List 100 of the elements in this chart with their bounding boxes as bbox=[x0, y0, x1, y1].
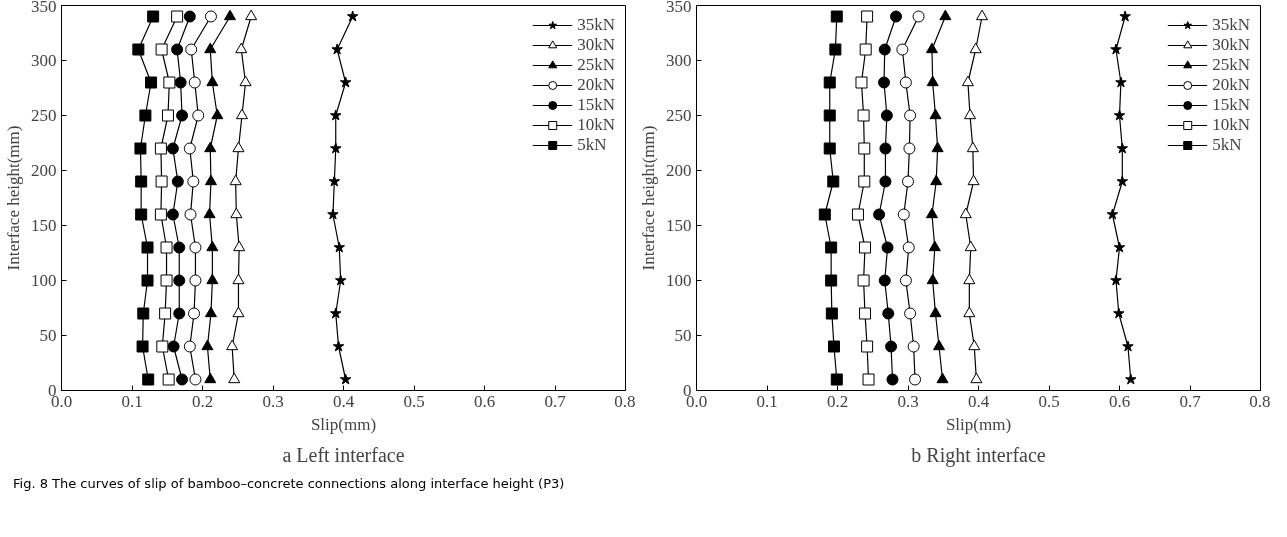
legend-label: 20kN bbox=[1212, 75, 1250, 95]
point bbox=[176, 109, 189, 122]
point bbox=[896, 43, 909, 56]
caption: Fig. 8 The curves of slip of bamboo–concrete connections along interface height (P3) bbox=[13, 475, 565, 493]
point bbox=[939, 9, 952, 21]
point bbox=[173, 307, 186, 320]
point bbox=[330, 142, 342, 154]
point bbox=[203, 207, 216, 219]
point bbox=[926, 75, 939, 87]
legend-label: 35kN bbox=[577, 15, 615, 35]
point bbox=[206, 240, 219, 252]
point bbox=[173, 274, 186, 287]
point bbox=[861, 10, 874, 23]
point bbox=[230, 207, 243, 219]
point bbox=[204, 10, 217, 23]
point bbox=[823, 142, 836, 155]
point bbox=[861, 340, 874, 353]
point bbox=[930, 174, 943, 186]
point bbox=[327, 208, 339, 220]
point bbox=[132, 43, 145, 56]
point bbox=[823, 76, 836, 89]
point bbox=[858, 142, 871, 155]
point bbox=[858, 307, 871, 320]
point bbox=[933, 339, 946, 351]
point bbox=[823, 109, 836, 122]
point bbox=[185, 43, 198, 56]
x-tick-label: 0.1 bbox=[756, 391, 778, 411]
point bbox=[1115, 76, 1127, 88]
point bbox=[160, 241, 173, 254]
point bbox=[857, 274, 870, 287]
point bbox=[878, 274, 891, 287]
point bbox=[346, 10, 359, 22]
point bbox=[902, 175, 914, 188]
legend-label: 25kN bbox=[1212, 55, 1250, 75]
x-tick-label: 0.5 bbox=[1038, 391, 1060, 411]
point bbox=[192, 109, 205, 122]
point bbox=[155, 43, 168, 56]
point bbox=[232, 141, 245, 153]
legend-label: 5kN bbox=[1212, 135, 1242, 155]
legend-label: 5kN bbox=[577, 135, 607, 155]
point bbox=[967, 174, 980, 186]
legend-label: 15kN bbox=[577, 95, 615, 115]
point bbox=[204, 306, 217, 318]
point bbox=[189, 274, 202, 287]
point bbox=[135, 175, 148, 188]
x-tick-label: 0.2 bbox=[826, 391, 849, 411]
point bbox=[154, 142, 167, 155]
x-tick-label: 0.8 bbox=[1249, 391, 1271, 411]
x-tick-label: 0.5 bbox=[403, 391, 425, 411]
x-axis-title: Slip(mm) bbox=[945, 414, 1012, 434]
point bbox=[171, 10, 184, 23]
point bbox=[931, 141, 944, 153]
x-tick-label: 0.7 bbox=[1179, 391, 1202, 411]
point bbox=[333, 241, 345, 253]
point bbox=[226, 339, 239, 351]
point bbox=[961, 75, 974, 87]
point bbox=[899, 76, 912, 89]
point bbox=[171, 175, 184, 188]
x-tick-label: 0.3 bbox=[262, 391, 284, 411]
legend-label: 15kN bbox=[1212, 95, 1250, 115]
point bbox=[1110, 43, 1122, 55]
legend-label: 30kN bbox=[577, 35, 615, 55]
point bbox=[204, 174, 217, 186]
point bbox=[886, 373, 899, 386]
point bbox=[334, 274, 347, 286]
point bbox=[176, 373, 189, 386]
point bbox=[189, 373, 202, 386]
text: a Left interface bbox=[282, 443, 405, 466]
point bbox=[163, 76, 176, 89]
point bbox=[1125, 373, 1137, 385]
point bbox=[825, 307, 838, 320]
point bbox=[201, 339, 214, 351]
point bbox=[162, 373, 175, 386]
point bbox=[154, 208, 167, 221]
point bbox=[1113, 109, 1126, 121]
point bbox=[858, 241, 871, 254]
point bbox=[902, 241, 915, 254]
point bbox=[855, 76, 868, 89]
point bbox=[141, 241, 154, 254]
y-tick-label: 50 bbox=[39, 326, 57, 345]
x-tick-label: 0.4 bbox=[332, 391, 355, 411]
point bbox=[159, 307, 172, 320]
point bbox=[907, 340, 920, 353]
x-tick-label: 0.6 bbox=[473, 391, 496, 411]
y-tick-label: 100 bbox=[31, 271, 57, 290]
point bbox=[339, 373, 352, 385]
point bbox=[966, 141, 979, 153]
point bbox=[909, 373, 922, 386]
point bbox=[903, 142, 916, 155]
point bbox=[879, 142, 892, 155]
point bbox=[825, 241, 838, 254]
point bbox=[899, 274, 912, 287]
point bbox=[136, 340, 149, 353]
point bbox=[232, 273, 245, 285]
point bbox=[976, 9, 989, 21]
point bbox=[139, 109, 152, 122]
point bbox=[204, 141, 217, 153]
y-tick-label: 350 bbox=[666, 0, 692, 16]
y-tick-label: 200 bbox=[666, 161, 692, 180]
point bbox=[925, 207, 938, 219]
